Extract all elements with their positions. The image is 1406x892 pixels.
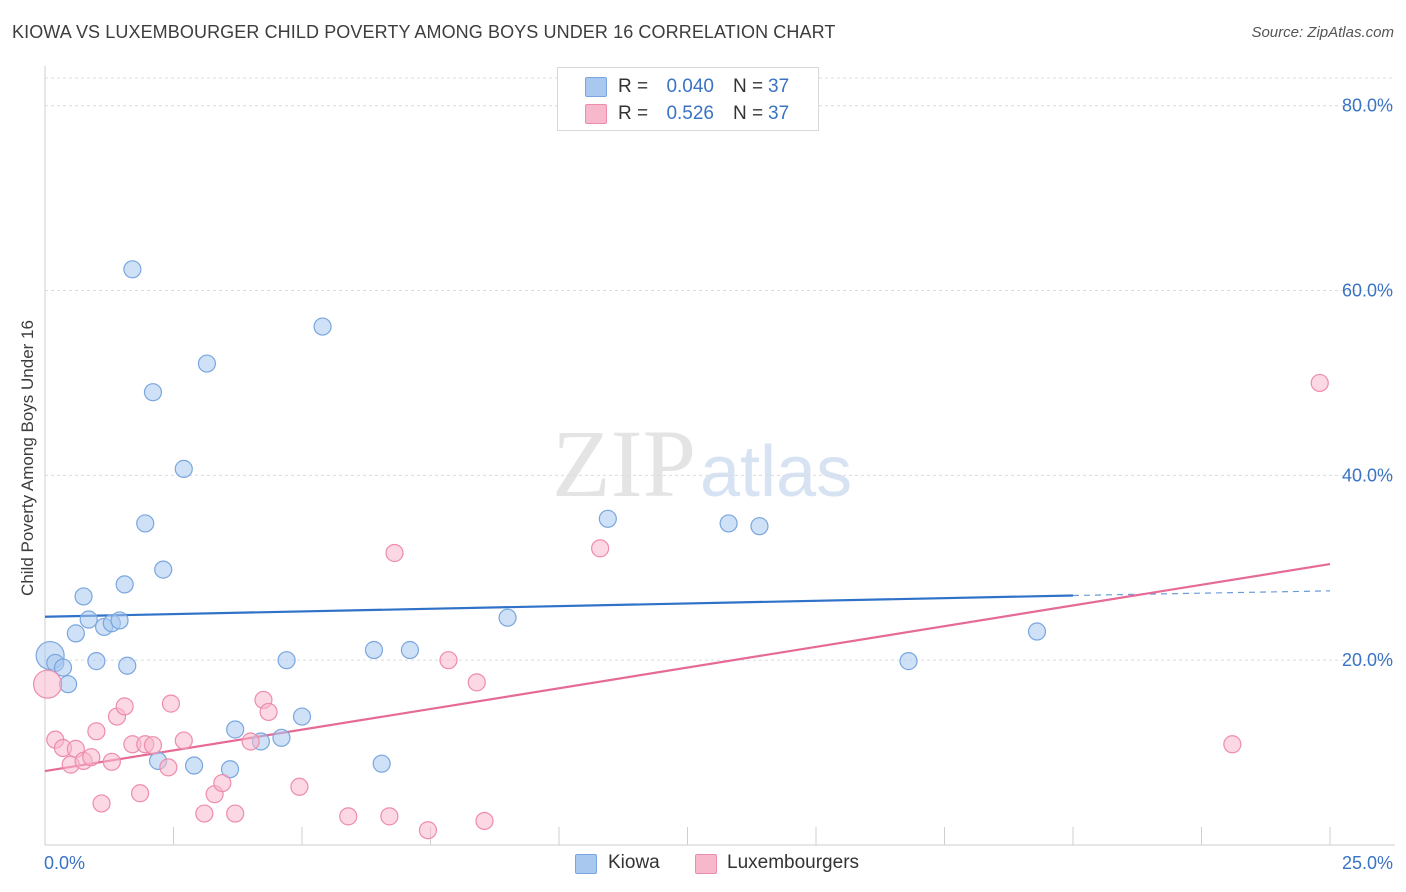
data-point [159,758,178,777]
data-point [195,804,214,823]
data-point [92,794,111,813]
data-point [1027,622,1047,641]
data-point [380,807,399,826]
data-point [277,651,296,670]
data-point [475,811,494,831]
data-point [174,731,193,750]
data-point [74,587,93,606]
chart-source: Source: ZipAtlas.com [1251,24,1394,41]
data-point [184,756,204,775]
watermark-atlas: atlas [700,432,853,512]
data-point [123,260,142,279]
data-point [418,821,438,840]
data-point [115,697,134,716]
data-point [750,517,769,536]
data-point [79,610,98,629]
trend-lines [44,562,1331,773]
data-point [272,728,291,747]
data-point [82,748,101,767]
data-point [220,760,240,779]
watermark: ZIPatlas [552,408,852,519]
data-point [87,652,106,671]
x-tick-label: 25.0% [1342,853,1393,873]
data-point [143,383,163,402]
axes [44,66,1395,846]
data-point [598,509,617,528]
data-point [226,720,245,739]
data-point [197,354,217,373]
data-point [115,575,134,594]
data-point [102,752,121,771]
y-tick-label: 40.0% [1342,465,1393,485]
data-point [400,640,420,660]
data-point [130,784,150,803]
data-point [66,624,85,643]
stats-row-kiowa: R = 0.040 N = 37 [558,73,818,100]
stats-swatch-kiowa [585,77,607,97]
data-point [259,702,278,722]
data-point [32,669,63,699]
legend-label-luxembourgers: Luxembourgers [727,852,860,873]
stats-r-label: R = [618,103,649,124]
stats-row-luxembourgers: R = 0.526 N = 37 [558,100,818,127]
data-point [591,539,610,558]
legend-swatch-luxembourgers [695,854,717,874]
data-points [32,260,1329,840]
stats-n-label: N = [733,103,764,124]
data-point [226,804,245,823]
data-point [372,754,391,773]
data-point [174,459,193,478]
stats-r-value: 0.040 [666,76,714,97]
data-point [143,736,163,755]
stats-n-value: 37 [768,103,790,124]
stats-swatch-luxembourgers [585,104,607,124]
data-point [292,707,312,726]
legend-swatch-kiowa [575,854,597,874]
data-point [110,611,129,630]
data-point [467,673,486,692]
data-point [313,317,332,336]
watermark-zip: ZIP [552,410,696,517]
y-tick-label: 60.0% [1342,281,1393,301]
stats-r-label: R = [618,76,649,97]
data-point [719,514,738,533]
data-point [364,640,384,660]
data-point [136,514,155,533]
tick-labels: 20.0% 40.0% 60.0% 80.0% 0.0% 25.0% [44,96,1393,873]
data-point [290,777,309,796]
stats-r-value: 0.526 [666,103,714,124]
data-point [59,675,78,694]
trend-line-extension [1072,590,1331,597]
data-point [161,694,181,713]
gridlines [45,77,1395,661]
data-point [53,658,73,677]
data-point [241,732,260,751]
chart-title: KIOWA VS LUXEMBOURGER CHILD POVERTY AMON… [12,22,836,42]
data-point [154,560,173,579]
legend-label-kiowa: Kiowa [608,852,660,873]
data-point [87,722,106,741]
data-point [439,651,458,670]
y-axis-label: Child Poverty Among Boys Under 16 [18,320,37,596]
data-point [498,608,517,627]
x-tick-label: 0.0% [44,853,85,873]
data-point [1223,735,1242,754]
data-point [118,656,137,675]
data-point [1310,373,1329,393]
stats-n-label: N = [733,76,764,97]
trend-line [44,594,1074,618]
data-point [213,773,232,793]
data-point [385,543,404,563]
stats-box: R = 0.040 N = 37 R = 0.526 N = 37 [557,67,819,131]
data-point [899,652,918,671]
trend-line [44,562,1331,773]
stats-n-value: 37 [768,76,790,97]
y-tick-label: 20.0% [1342,650,1393,670]
y-tick-label: 80.0% [1342,96,1393,116]
data-point [339,807,358,826]
